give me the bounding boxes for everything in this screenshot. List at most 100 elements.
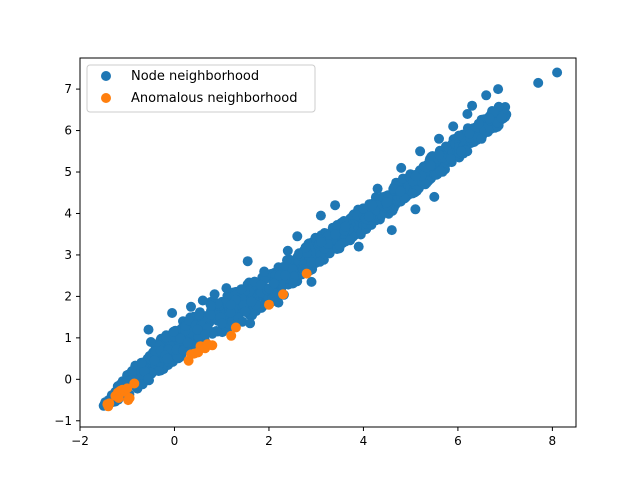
legend-label-anomalous: Anomalous neighborhood [131,91,298,106]
scatter-point-anomalous [264,299,274,310]
y-axis: −1 0 1 2 3 4 5 6 7 [54,82,80,428]
scatter-point-node [314,256,325,267]
scatter-point-node [240,306,251,317]
scatter-point-node [425,160,436,171]
x-tick-label: 4 [360,434,368,448]
scatter-point-node [225,307,236,318]
scatter-point-node [282,255,292,266]
scatter-point-node [420,179,431,190]
scatter-point-node [197,295,208,306]
scatter-point-node [149,355,160,366]
y-tick-label: −1 [54,414,72,428]
scatter-point-node [242,256,253,267]
scatter-point-node [245,318,256,329]
scatter-point-node [467,100,478,111]
scatter-point-node [288,278,299,289]
scatter-point-node [236,284,247,295]
y-tick-label: 0 [64,372,72,386]
legend-label-node: Node neighborhood [131,69,259,84]
scatter-point-node [175,333,186,344]
scatter-point-node [282,245,293,256]
scatter-point-node [533,77,544,88]
scatter-point-node [316,237,327,248]
scatter-point-node [162,353,173,364]
scatter-point-node [273,297,284,308]
x-tick-label: −2 [71,434,89,448]
scatter-point-node [456,146,467,157]
scatter-point-anomalous [278,289,289,300]
scatter-point-node [294,248,305,259]
scatter-point-anomalous [124,393,135,403]
scatter-point-node [415,146,426,157]
scatter-point-node [143,324,154,335]
y-tick-label: 7 [64,82,72,96]
scatter-point-node [306,257,317,268]
scatter-point-node [168,326,179,337]
scatter-point-node [435,165,446,176]
scatter-point-node [280,270,291,281]
scatter-point-node [136,357,147,368]
scatter-point-node [330,200,341,211]
scatter-point-node [381,197,392,208]
scatter-point-node [473,118,484,129]
scatter-point-node [410,171,421,182]
scatter-point-node [334,240,345,251]
scatter-point-node [153,366,164,376]
scatter-point-node [306,276,317,287]
legend-marker-node [101,71,111,81]
scatter-point-anomalous [226,330,237,341]
scatter-point-node [434,149,445,160]
x-axis: −2 0 2 4 6 8 [71,427,556,448]
scatter-point-node [330,229,341,240]
x-tick-label: 0 [171,434,179,448]
scatter-point-node [182,337,193,348]
scatter-point-node [372,183,383,194]
scatter-point-node [246,296,257,307]
scatter-point-node [386,225,397,236]
scatter-point-node [363,211,374,222]
scatter-point-node [200,329,211,340]
scatter-point-node [127,366,137,376]
y-tick-label: 6 [64,124,72,138]
scatter-point-node [143,373,154,384]
scatter-point-node [186,301,196,312]
y-tick-label: 5 [64,165,72,179]
scatter-point-anomalous [301,268,312,279]
scatter-point-node [353,241,364,252]
plot-area [98,67,563,412]
scatter-point-node [358,203,369,214]
scatter-point-node [484,113,495,124]
scatter-point-anomalous [122,383,133,394]
y-tick-label: 1 [64,331,72,345]
scatter-point-node [292,231,303,242]
scatter-point-node [259,266,270,277]
legend-marker-anomalous [101,93,111,103]
scatter-point-node [167,308,178,318]
scatter-point-node [429,191,440,202]
scatter-point-node [493,84,504,95]
scatter-point-node [269,278,280,289]
x-tick-label: 6 [454,434,462,448]
scatter-point-node [396,162,407,173]
scatter-point-node [367,200,378,211]
scatter-point-node [476,133,487,144]
scatter-point-node [315,210,326,221]
legend-box [86,64,316,113]
scatter-point-node [209,289,220,300]
scatter-point-node [462,109,473,119]
scatter-point-node [453,130,464,141]
scatter-point-node [300,242,311,253]
scatter-point-node [192,324,203,335]
axes-frame [79,57,577,428]
scatter-point-anomalous [129,378,140,389]
scatter-point-anomalous [207,340,218,351]
scatter-point-anomalous [103,401,114,412]
scatter-point-node [145,337,156,347]
x-tick-label: 2 [265,434,273,448]
scatter-point-node [407,188,418,199]
scatter-point-node [194,309,204,320]
scatter-point-node [345,235,356,246]
scatter-point-node [205,309,216,320]
scatter-point-node [496,112,507,123]
x-tick-label: 8 [549,434,557,448]
